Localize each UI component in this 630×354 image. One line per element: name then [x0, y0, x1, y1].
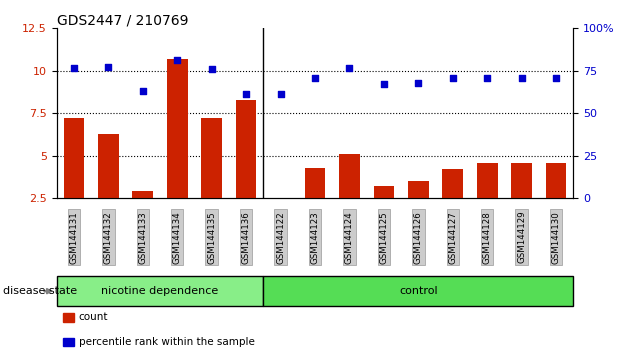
Text: GSM144134: GSM144134 [173, 211, 181, 264]
Point [241, 91, 251, 97]
Text: GSM144130: GSM144130 [552, 211, 561, 264]
Point [207, 66, 217, 72]
Point [413, 80, 423, 86]
Text: GSM144132: GSM144132 [104, 211, 113, 264]
Text: GSM144124: GSM144124 [345, 211, 354, 264]
Point [517, 76, 527, 81]
Bar [305, 168, 325, 198]
Text: GSM144125: GSM144125 [379, 211, 388, 264]
Point [551, 76, 561, 81]
Text: GSM144133: GSM144133 [139, 211, 147, 264]
Text: GSM144126: GSM144126 [414, 211, 423, 264]
Bar [236, 100, 256, 198]
Point [379, 81, 389, 87]
Text: percentile rank within the sample: percentile rank within the sample [79, 337, 255, 347]
Point [172, 57, 182, 63]
Bar [64, 118, 84, 198]
Point [69, 65, 79, 71]
Bar [408, 181, 428, 198]
Bar [374, 186, 394, 198]
Text: GDS2447 / 210769: GDS2447 / 210769 [57, 13, 188, 27]
Text: GSM144127: GSM144127 [449, 211, 457, 264]
Bar [339, 154, 360, 198]
Point [275, 91, 285, 97]
Point [345, 65, 355, 71]
Bar [512, 162, 532, 198]
Bar [132, 192, 153, 198]
Bar [202, 118, 222, 198]
Bar [442, 169, 463, 198]
Text: GSM144129: GSM144129 [517, 211, 526, 263]
Bar [167, 59, 188, 198]
Text: disease state: disease state [3, 286, 77, 296]
Text: nicotine dependence: nicotine dependence [101, 286, 219, 296]
Bar [98, 134, 118, 198]
Text: GSM144122: GSM144122 [276, 211, 285, 264]
Point [482, 76, 492, 81]
Text: GSM144136: GSM144136 [242, 211, 251, 264]
Bar [546, 162, 566, 198]
Bar [477, 162, 498, 198]
Point [138, 88, 148, 94]
Text: GSM144131: GSM144131 [69, 211, 78, 264]
Text: count: count [79, 312, 108, 322]
Text: control: control [399, 286, 438, 296]
Text: GSM144123: GSM144123 [311, 211, 319, 264]
Point [103, 64, 113, 70]
Text: GSM144128: GSM144128 [483, 211, 491, 264]
Point [310, 76, 320, 81]
Text: GSM144135: GSM144135 [207, 211, 216, 264]
Point [448, 76, 458, 81]
